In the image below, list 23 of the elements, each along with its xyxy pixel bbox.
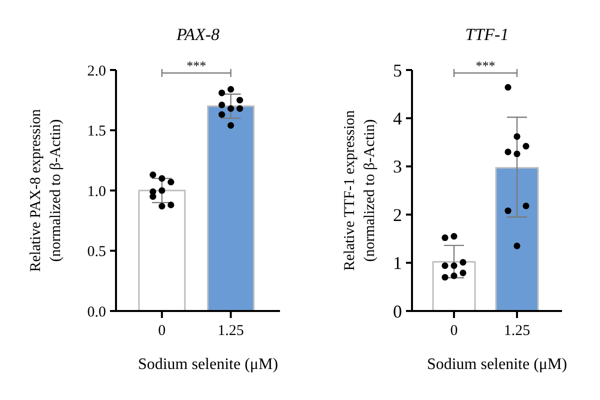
y-tick-label: 0.5 xyxy=(87,244,106,260)
annotation: *** xyxy=(476,58,496,73)
y-tick-label: 1.5 xyxy=(87,124,106,140)
chart-title: PAX-8 xyxy=(175,25,220,44)
x-tick-label: 1.25 xyxy=(504,323,530,339)
x-tick-label: 0 xyxy=(450,323,458,339)
y-axis-title: Relative TTF-1 expression (normalized to β-Actin) xyxy=(342,110,378,271)
y-tick-label: 2 xyxy=(393,204,402,225)
x-axis-title: Sodium selenite (μM) xyxy=(426,356,568,373)
y-tick-label: 2.0 xyxy=(87,63,106,80)
y-tick-label: 0 xyxy=(393,301,402,322)
x-axis-title: Sodium selenite (μM) xyxy=(138,356,278,373)
y-tick-label: 0.0 xyxy=(87,304,106,320)
x-tick-label: 1.25 xyxy=(218,323,244,339)
y-axis-title: Relative PAX-8 expression (normalized to β-Actin) xyxy=(28,108,64,272)
annotation: *** xyxy=(186,58,206,73)
y-tick-label: 1.0 xyxy=(87,184,106,200)
chart-title: TTF-1 xyxy=(465,25,509,44)
y-tick-label: 5 xyxy=(393,60,402,80)
y-tick-label: 3 xyxy=(393,156,402,177)
x-tick-label: 0 xyxy=(158,323,166,339)
y-tick-label: 4 xyxy=(393,108,402,128)
y-tick-label: 1 xyxy=(393,253,402,274)
